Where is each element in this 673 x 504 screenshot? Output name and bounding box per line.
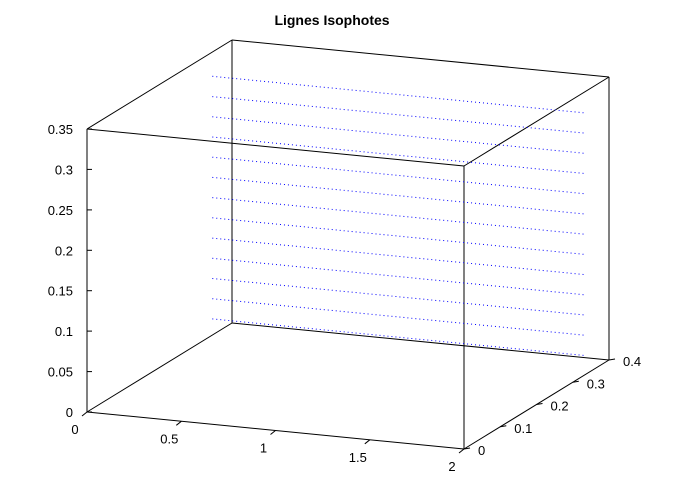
x-axis-tick-label: 2 [448,459,455,474]
y-axis-ticks: 0 0.1 0.2 0.3 0.4 [463,354,641,458]
z-axis-tick-label: 0.2 [55,243,73,258]
axes-box [86,39,610,450]
z-axis-tick-label: 0.1 [55,324,73,339]
isophote-line [212,156,584,195]
isophote-line [212,176,584,215]
isophote-line [212,278,584,316]
isophote-line [212,298,584,336]
box-edge [86,322,233,413]
y-axis-tick-mark [463,447,471,450]
x-axis-tick-mark [364,439,371,445]
x-axis-tick-mark [81,411,88,417]
x-axis-tick-mark [458,448,465,454]
x-axis-tick-label: 1 [260,441,267,456]
box-edge [231,39,610,78]
x-axis-tick-label: 0 [71,422,78,437]
isophote-line [212,257,584,296]
isophote-line [212,136,584,174]
box-edge [86,39,233,130]
z-axis-tick-label: 0.05 [48,365,73,380]
isophote-line [212,197,584,235]
box-edge [86,128,465,167]
x-axis-tick-label: 0.5 [160,431,178,446]
x-axis-tick-label: 1.5 [349,450,367,465]
x-axis-tick-mark [270,430,276,435]
x-axis-ticks: 0 0.5 1 1.5 2 [71,411,465,474]
z-axis-tick-label: 0.35 [48,122,73,137]
box-edge [231,322,610,361]
z-axis-ticks: 0 0.05 0.1 0.15 0.2 0.25 0.3 0.35 [48,122,92,420]
y-axis-tick-label: 0.3 [587,376,605,391]
z-axis-tick-label: 0.3 [55,162,73,177]
z-axis-tick-label: 0.15 [48,284,73,299]
isophote-line [212,318,584,356]
y-axis-tick-mark [536,403,543,405]
isophote-line [212,217,584,255]
y-axis-tick-label: 0.2 [551,399,569,414]
isophote-line [212,75,584,114]
y-axis-tick-label: 0 [478,443,485,458]
isophote-line [212,96,584,134]
y-axis-tick-label: 0.1 [514,421,532,436]
z-axis-tick-label: 0 [66,405,73,420]
chart-title: Lignes Isophotes [274,12,389,28]
x-axis-tick-mark [175,420,182,426]
isophote-line [212,237,584,275]
y-axis-tick-mark [500,425,507,428]
isophote-lines [212,75,584,356]
box-edge [463,76,610,167]
y-axis-tick-label: 0.4 [623,354,641,369]
y-axis-tick-mark [572,380,579,383]
y-axis-tick-mark [608,358,616,361]
z-axis-tick-label: 0.25 [48,203,73,218]
isophote-line [212,116,584,154]
